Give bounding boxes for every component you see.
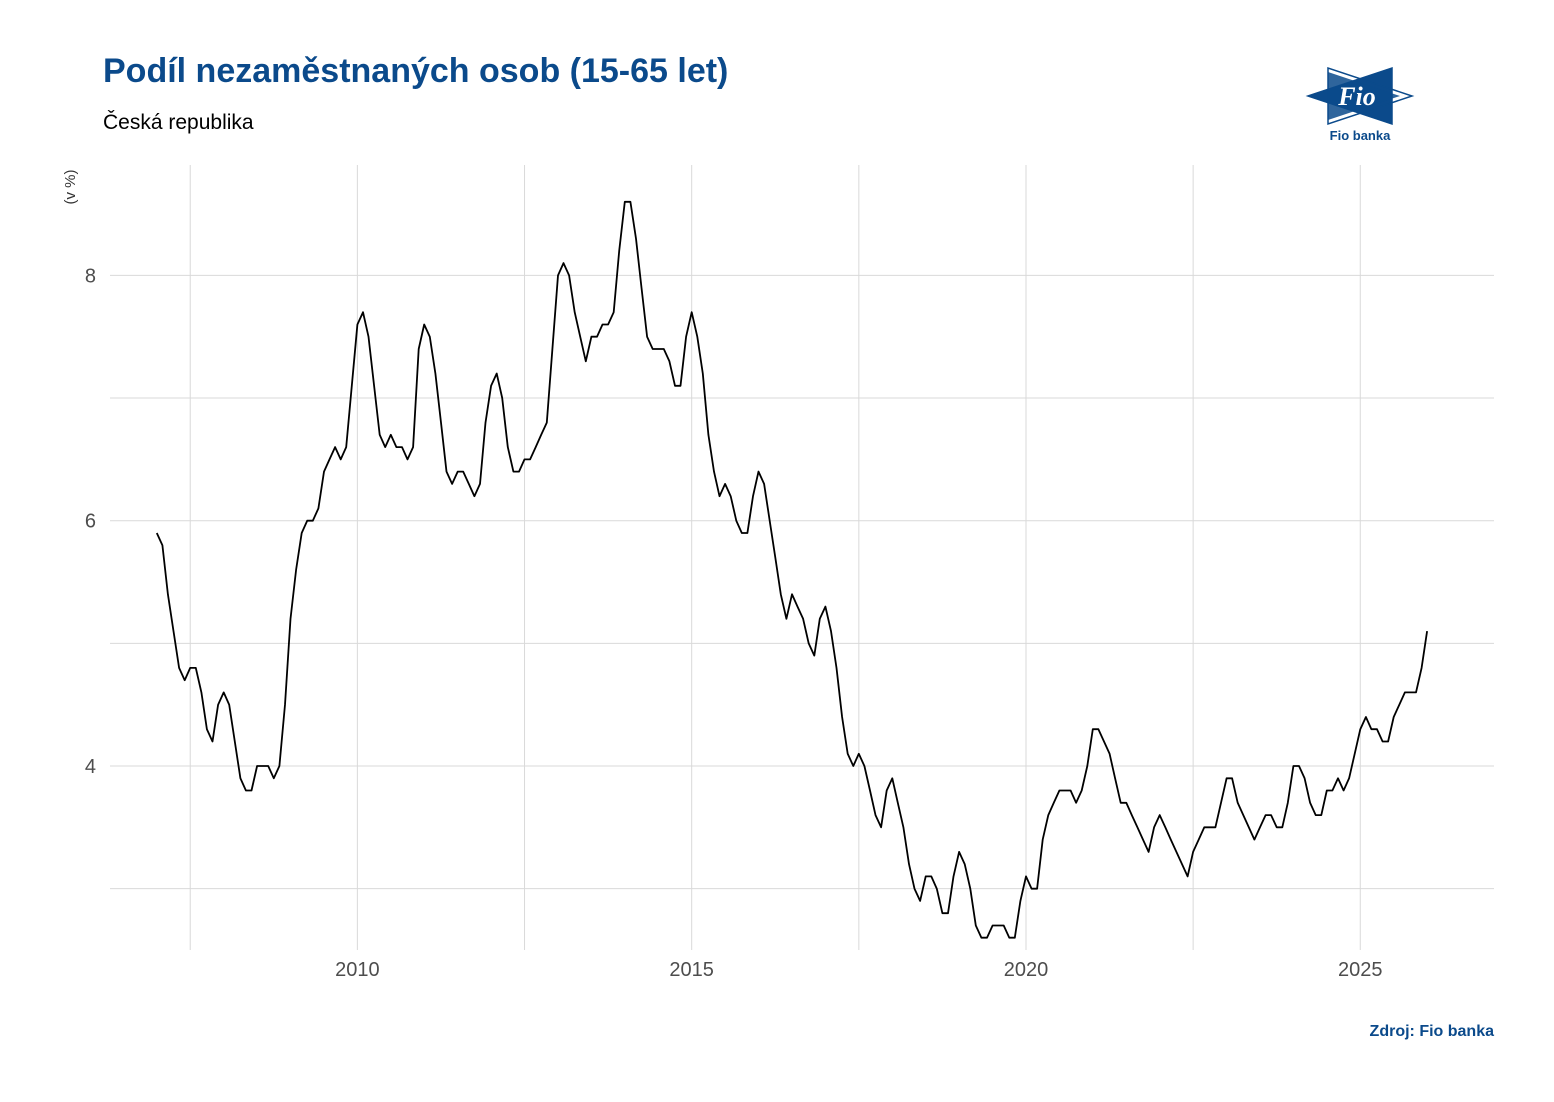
series-line (155, 200, 1428, 939)
logo-text: Fio (1337, 82, 1376, 111)
series-group (155, 200, 1428, 939)
logo-caption: Fio banka (1329, 128, 1391, 143)
x-tick-label: 2010 (335, 959, 380, 981)
x-tick-label: 2020 (1004, 959, 1049, 981)
grid (110, 165, 1494, 950)
y-tick-label: 6 (85, 511, 96, 533)
fio-banka-logo-icon: Fio (1305, 66, 1415, 126)
chart-subtitle: Česká republika (103, 111, 254, 134)
x-tick-label: 2015 (669, 959, 714, 981)
x-tick-label: 2025 (1338, 959, 1383, 981)
chart-title: Podíl nezaměstnaných osob (15-65 let) (103, 52, 729, 90)
x-axis-ticks: 2010 2015 2020 2025 (335, 959, 1382, 981)
y-axis-ticks: 4 6 8 (85, 265, 96, 778)
y-tick-label: 4 (85, 756, 96, 778)
y-tick-label: 8 (85, 265, 96, 287)
source-note: Zdroj: Fio banka (1369, 1023, 1494, 1040)
y-axis-label: (v %) (62, 170, 79, 205)
